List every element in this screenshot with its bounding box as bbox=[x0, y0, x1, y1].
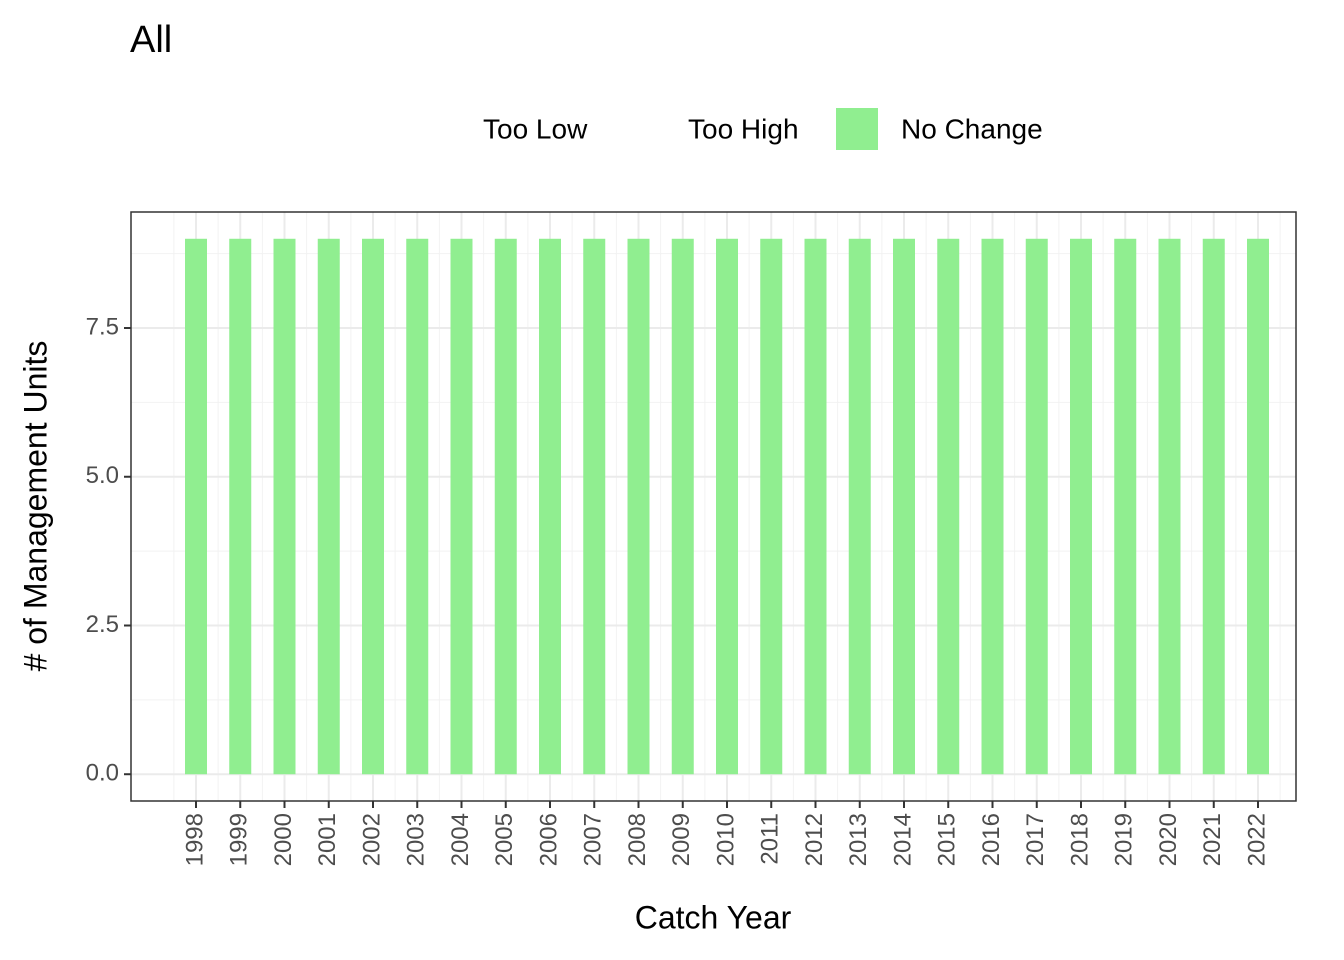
x-tick-label: 2009 bbox=[668, 813, 695, 866]
x-tick-label: 2001 bbox=[314, 813, 341, 866]
x-tick-label: 2021 bbox=[1199, 813, 1226, 866]
bar bbox=[273, 238, 296, 775]
bar bbox=[1025, 238, 1048, 775]
legend-key bbox=[418, 108, 460, 150]
bar bbox=[627, 238, 650, 775]
x-tick-label: 2006 bbox=[535, 813, 562, 866]
x-tick-label: 2014 bbox=[889, 813, 916, 866]
bar bbox=[848, 238, 871, 775]
x-tick-label: 2020 bbox=[1155, 813, 1182, 866]
y-tick-label: 7.5 bbox=[86, 313, 119, 340]
bar bbox=[362, 238, 384, 775]
bar bbox=[1247, 238, 1269, 775]
x-axis-title: Catch Year bbox=[635, 899, 792, 935]
bar bbox=[317, 238, 340, 775]
y-axis-title: # of Management Units bbox=[17, 341, 53, 672]
bar bbox=[893, 238, 915, 775]
x-tick-label: 2002 bbox=[358, 813, 385, 866]
x-tick-label: 2011 bbox=[757, 813, 784, 865]
bar bbox=[760, 238, 783, 775]
x-tick-label: 2019 bbox=[1111, 813, 1138, 866]
legend-key bbox=[623, 108, 665, 150]
x-tick-label: 2016 bbox=[978, 813, 1005, 866]
bar bbox=[229, 238, 252, 775]
legend-label: Too High bbox=[688, 113, 799, 144]
x-tick-label: 1999 bbox=[226, 813, 253, 866]
bar bbox=[671, 238, 694, 775]
bar bbox=[583, 238, 606, 775]
bar bbox=[406, 238, 429, 775]
bar bbox=[981, 238, 1004, 775]
legend-key bbox=[836, 108, 878, 150]
x-tick-label: 2015 bbox=[934, 813, 961, 866]
x-tick-label: 2017 bbox=[1022, 813, 1049, 866]
panel-border bbox=[130, 211, 1297, 802]
bar bbox=[1070, 238, 1092, 775]
legend-label: Too Low bbox=[483, 113, 588, 144]
bar bbox=[494, 238, 517, 775]
bar bbox=[450, 238, 473, 775]
bar bbox=[1158, 238, 1181, 775]
x-tick-label: 2000 bbox=[270, 813, 297, 866]
x-tick-label: 2018 bbox=[1066, 813, 1093, 866]
y-tick-label: 5.0 bbox=[86, 462, 119, 489]
x-tick-label: 1998 bbox=[181, 813, 208, 866]
x-tick-label: 2012 bbox=[801, 813, 828, 866]
x-tick-label: 2005 bbox=[491, 813, 518, 866]
x-tick-label: 2007 bbox=[580, 813, 607, 866]
bar bbox=[937, 238, 960, 775]
chart-title: All bbox=[130, 19, 172, 61]
bar bbox=[804, 238, 827, 775]
y-tick-label: 2.5 bbox=[86, 611, 119, 638]
bar bbox=[185, 238, 207, 775]
x-tick-label: 2004 bbox=[447, 813, 474, 866]
bar bbox=[716, 238, 738, 775]
x-tick-label: 2022 bbox=[1243, 813, 1270, 866]
bar bbox=[1202, 238, 1225, 775]
x-tick-label: 2010 bbox=[712, 813, 739, 866]
legend-label: No Change bbox=[901, 113, 1043, 144]
x-tick-label: 2013 bbox=[845, 813, 872, 866]
x-tick-label: 2003 bbox=[403, 813, 430, 866]
y-tick-label: 0.0 bbox=[86, 760, 119, 787]
bar bbox=[1114, 238, 1137, 775]
x-tick-label: 2008 bbox=[624, 813, 651, 866]
bar bbox=[539, 238, 561, 775]
